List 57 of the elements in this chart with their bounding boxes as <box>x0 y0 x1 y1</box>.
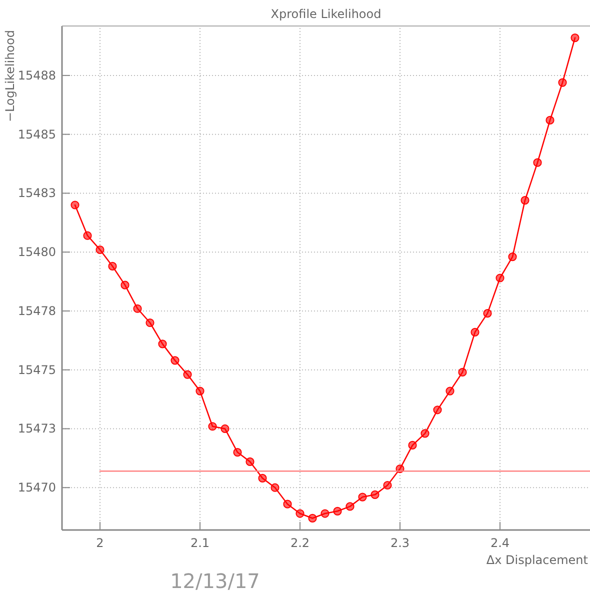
point <box>170 356 180 365</box>
point <box>270 483 280 492</box>
point <box>208 422 217 431</box>
point <box>370 490 380 499</box>
point <box>120 280 130 290</box>
point <box>508 252 517 262</box>
x-tick-label: 2.1 <box>190 536 210 550</box>
point <box>483 309 492 318</box>
y-tick-label: 15488 <box>18 68 56 82</box>
y-tick-label: 15478 <box>18 304 56 318</box>
point <box>133 304 142 313</box>
chart-title: Xprofile Likelihood <box>270 7 382 21</box>
point <box>470 328 480 336</box>
point <box>296 509 304 518</box>
point <box>496 274 504 282</box>
point <box>220 424 230 434</box>
point <box>246 457 254 466</box>
y-tick-label: 15475 <box>18 362 56 377</box>
point <box>146 318 154 328</box>
y-tick-label: 15485 <box>18 127 56 142</box>
point <box>458 368 467 377</box>
point <box>383 480 392 490</box>
x-tick-label: 2.3 <box>390 536 410 550</box>
point <box>308 514 317 523</box>
point <box>346 502 354 511</box>
point <box>408 440 417 450</box>
point <box>558 78 567 87</box>
point <box>420 429 430 438</box>
text: 12/13/17 <box>170 569 260 593</box>
point <box>446 386 454 396</box>
point <box>108 262 117 271</box>
point <box>358 492 367 502</box>
point <box>96 245 104 254</box>
point <box>70 200 80 210</box>
point <box>158 340 167 348</box>
point <box>283 500 292 508</box>
x-axis-title: Δx Displacement <box>486 553 588 567</box>
point <box>83 231 92 240</box>
x-tick-label: 2.4 <box>490 536 510 550</box>
y-tick-label: 15470 <box>18 480 56 495</box>
y-tick-label: 15473 <box>18 422 56 436</box>
y-tick-label: 15483 <box>18 186 56 200</box>
point <box>333 506 342 516</box>
point <box>320 509 330 518</box>
point <box>533 158 542 167</box>
point <box>196 386 204 396</box>
point <box>233 448 242 457</box>
x-tick-label: 2 <box>96 536 104 550</box>
y-tick-label: 15480 <box>18 245 56 260</box>
point <box>570 33 580 42</box>
point <box>520 196 530 205</box>
x-tick-label: 2.2 <box>290 536 310 550</box>
point <box>546 116 554 125</box>
point <box>258 474 267 482</box>
y-axis-title: −LogLikelihood <box>3 30 17 122</box>
point <box>433 406 442 414</box>
point <box>183 370 192 379</box>
